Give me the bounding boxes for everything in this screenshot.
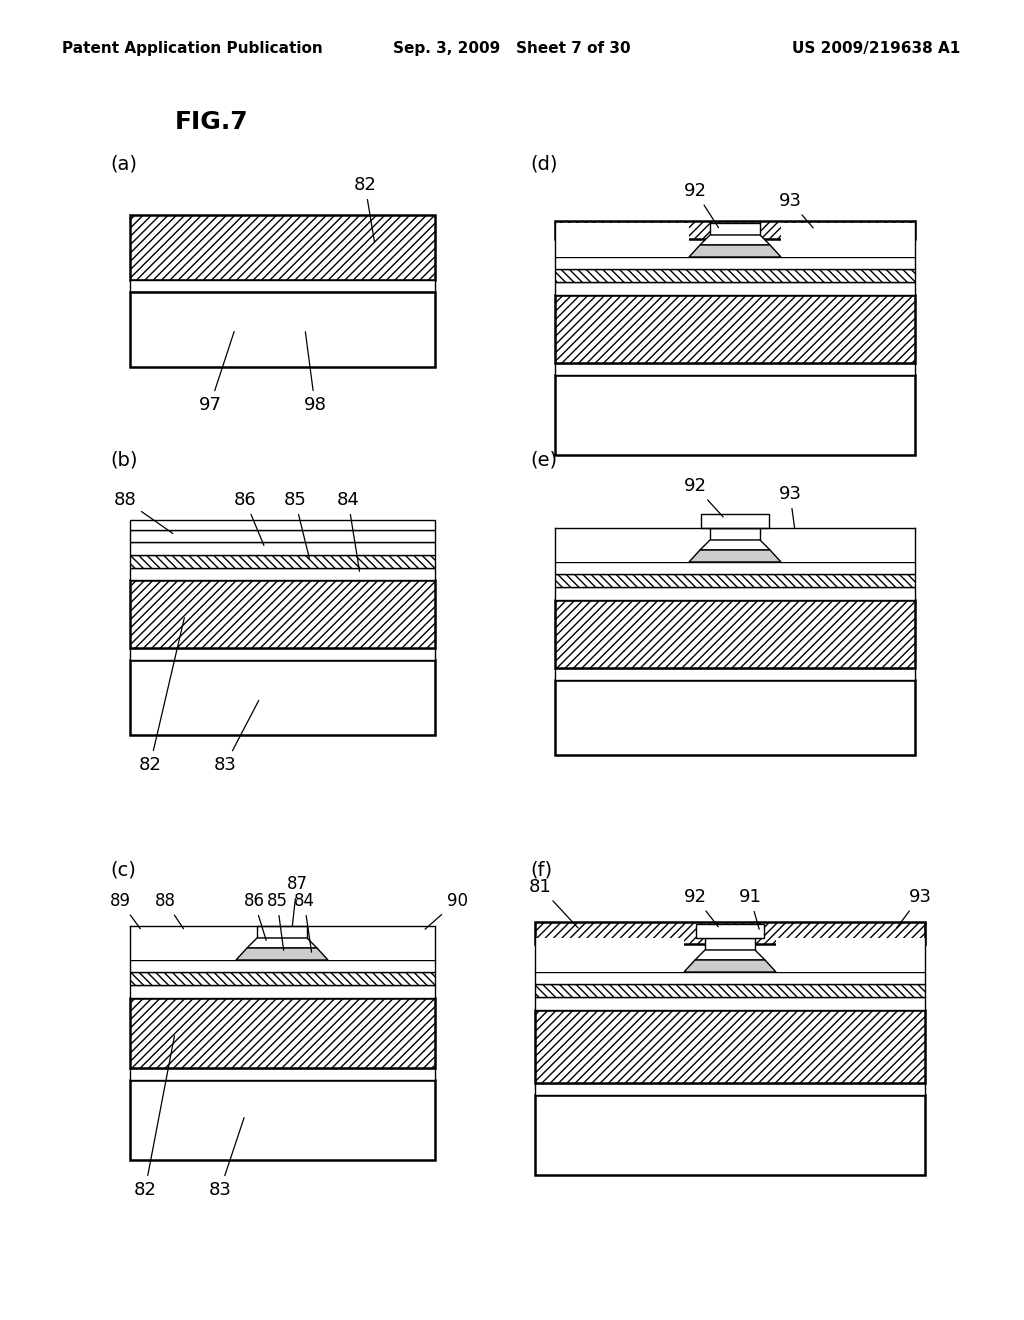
Bar <box>710 528 760 540</box>
Text: 82: 82 <box>133 1036 174 1199</box>
Bar <box>776 939 925 972</box>
Bar <box>257 927 307 939</box>
Bar <box>535 1082 925 1096</box>
Bar <box>535 939 684 972</box>
Text: 83: 83 <box>214 701 259 774</box>
Bar <box>130 520 435 531</box>
Bar <box>555 528 689 562</box>
Bar <box>130 927 236 960</box>
Text: 92: 92 <box>683 888 718 927</box>
Text: 85: 85 <box>266 892 288 950</box>
Text: 86: 86 <box>244 892 266 940</box>
Text: (d): (d) <box>530 154 557 174</box>
Bar <box>781 528 915 562</box>
Text: 82: 82 <box>353 176 377 243</box>
Bar <box>696 924 764 939</box>
Text: (e): (e) <box>530 450 557 469</box>
Bar <box>555 220 915 239</box>
Bar <box>705 939 755 950</box>
Bar <box>130 531 435 543</box>
Bar <box>535 983 925 997</box>
Text: 87: 87 <box>287 875 307 927</box>
Text: 93: 93 <box>778 191 813 228</box>
Polygon shape <box>689 246 781 257</box>
Bar <box>130 215 435 280</box>
Text: 83: 83 <box>209 1118 244 1199</box>
Bar <box>555 587 915 601</box>
Bar <box>130 1068 435 1080</box>
Bar <box>535 997 925 1010</box>
Text: 84: 84 <box>337 491 359 572</box>
Bar <box>555 680 915 755</box>
Bar <box>555 363 915 375</box>
Text: 93: 93 <box>897 888 932 928</box>
Text: (a): (a) <box>110 154 137 174</box>
Polygon shape <box>236 948 328 960</box>
Text: Sep. 3, 2009   Sheet 7 of 30: Sep. 3, 2009 Sheet 7 of 30 <box>393 41 631 55</box>
Bar <box>555 574 915 587</box>
Text: 81: 81 <box>528 878 579 928</box>
Text: 88: 88 <box>155 892 183 929</box>
Bar <box>130 985 435 998</box>
Bar <box>130 292 435 367</box>
Text: (f): (f) <box>530 861 552 879</box>
Text: 93: 93 <box>778 484 802 528</box>
Text: 92: 92 <box>683 182 719 227</box>
Bar <box>130 579 435 648</box>
Bar <box>555 269 915 282</box>
Bar <box>328 927 435 960</box>
Text: 84: 84 <box>294 892 314 952</box>
Text: 98: 98 <box>303 331 327 414</box>
Text: 88: 88 <box>114 491 173 533</box>
Text: US 2009/219638 A1: US 2009/219638 A1 <box>792 41 961 55</box>
Text: 86: 86 <box>233 491 264 545</box>
Bar <box>555 668 915 680</box>
Bar <box>535 921 925 944</box>
Text: 91: 91 <box>738 888 762 929</box>
Bar <box>555 257 915 269</box>
Bar <box>130 554 435 568</box>
Text: (c): (c) <box>110 861 136 879</box>
Bar <box>535 1096 925 1175</box>
Text: 85: 85 <box>284 491 309 558</box>
Bar <box>555 282 915 294</box>
Polygon shape <box>695 950 765 960</box>
Text: 90: 90 <box>425 892 468 929</box>
Bar <box>130 648 435 660</box>
Bar <box>701 513 769 528</box>
Bar <box>130 568 435 579</box>
Polygon shape <box>684 960 776 972</box>
Bar <box>555 601 915 668</box>
Bar <box>130 280 435 292</box>
Bar <box>555 562 915 574</box>
Bar <box>555 294 915 363</box>
Bar <box>130 960 435 972</box>
Bar <box>130 972 435 985</box>
Text: 97: 97 <box>199 331 234 414</box>
Bar <box>130 543 435 554</box>
Polygon shape <box>700 540 770 550</box>
Bar <box>781 223 915 257</box>
Bar <box>555 223 689 257</box>
Bar <box>130 660 435 735</box>
Bar <box>130 998 435 1068</box>
Bar <box>130 1080 435 1160</box>
Text: 92: 92 <box>683 477 723 517</box>
Bar <box>555 375 915 455</box>
Polygon shape <box>689 550 781 562</box>
Bar <box>710 223 760 235</box>
Text: Patent Application Publication: Patent Application Publication <box>62 41 323 55</box>
Text: (b): (b) <box>110 450 137 469</box>
Bar <box>535 972 925 983</box>
Text: 82: 82 <box>138 618 184 774</box>
Text: FIG.7: FIG.7 <box>175 110 249 135</box>
Bar <box>535 1010 925 1082</box>
Text: 89: 89 <box>110 892 140 929</box>
Polygon shape <box>700 235 770 246</box>
Polygon shape <box>247 939 317 948</box>
